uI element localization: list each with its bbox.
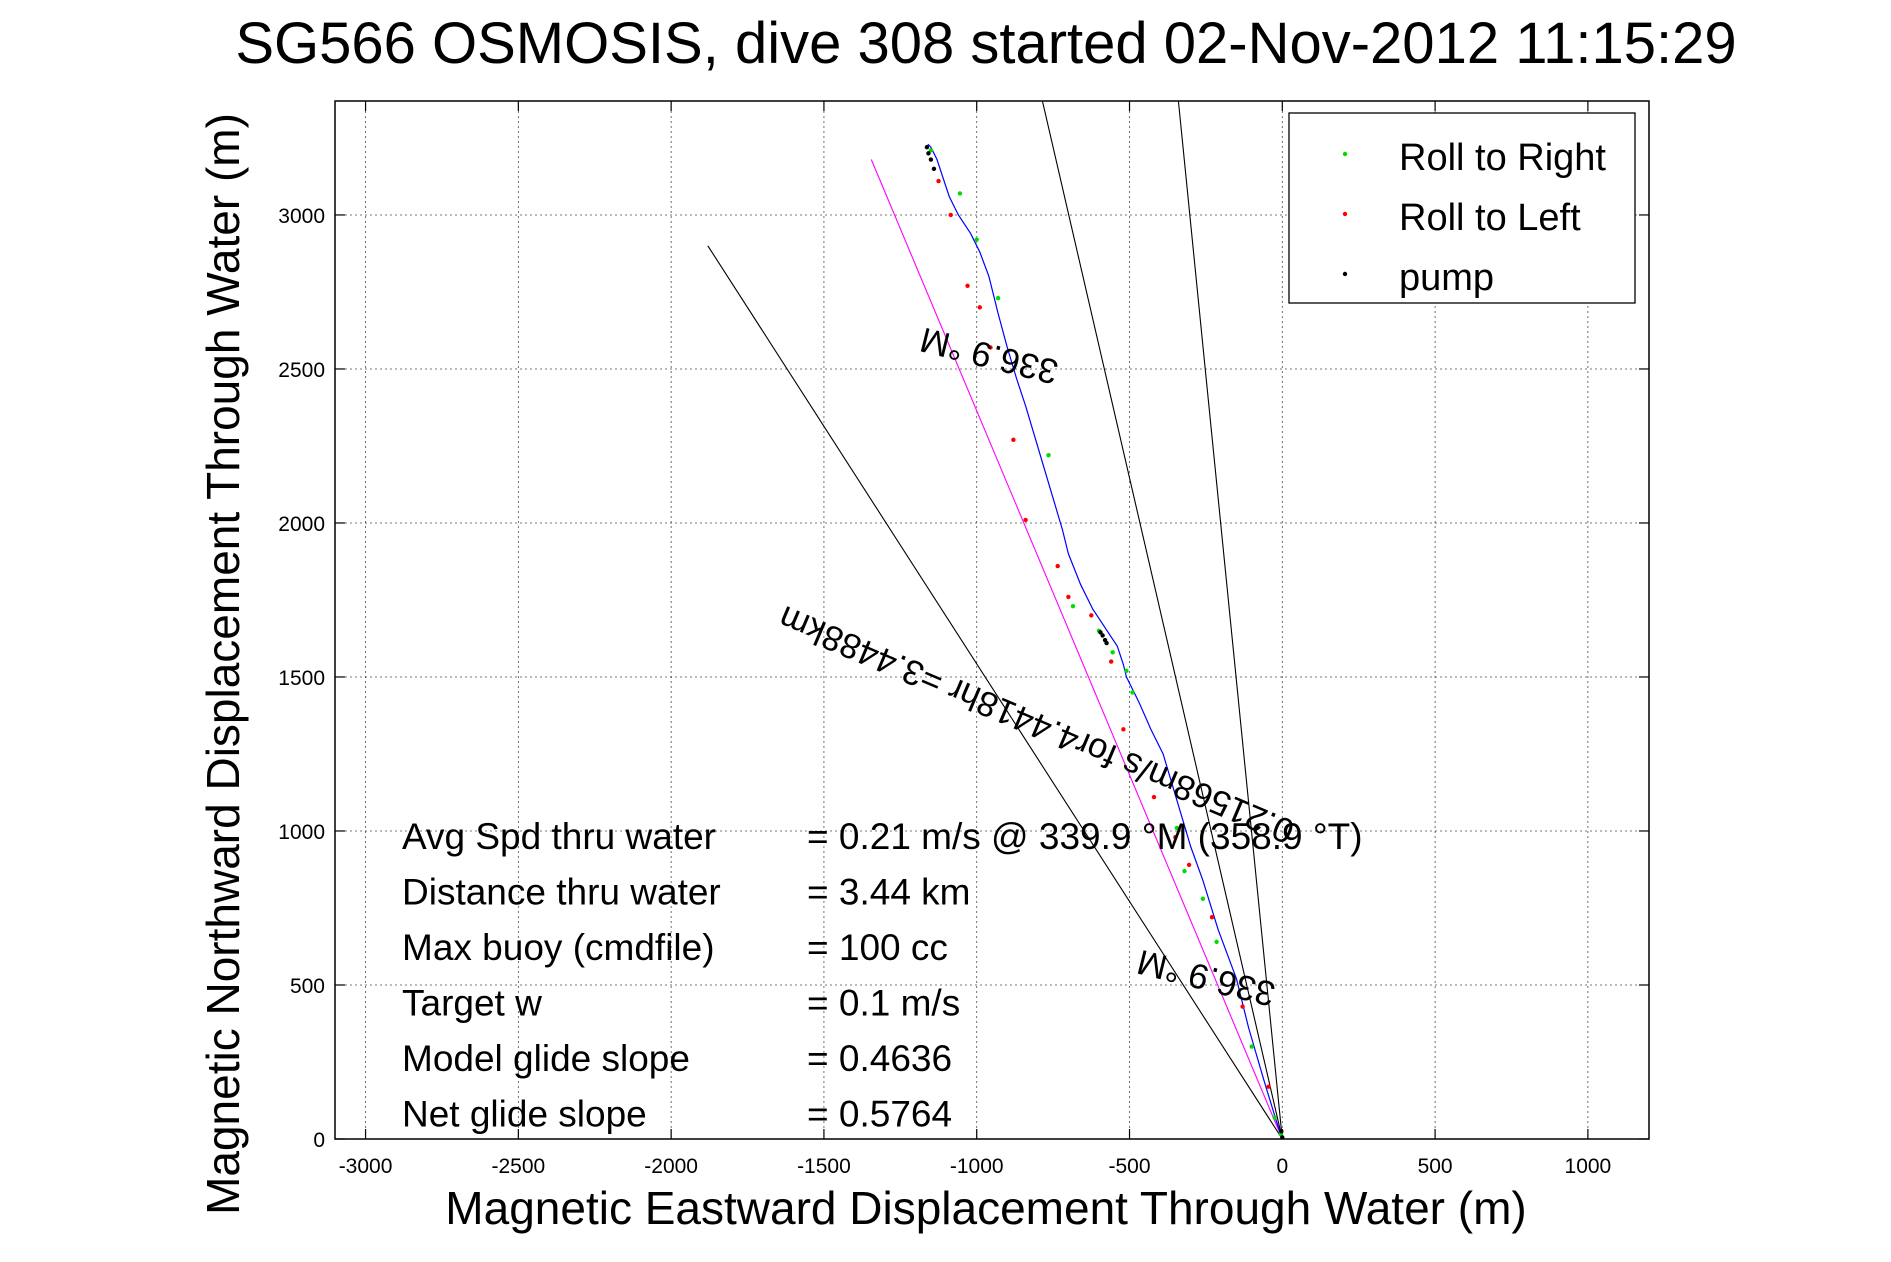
x-tick-label: -1500 — [797, 1155, 851, 1178]
glider-track-line — [927, 143, 1283, 1140]
annotation-value: = 0.21 m/s @ 339.9 °M (358.9 °T) — [807, 816, 1363, 857]
point-roll-to-left — [1151, 794, 1157, 800]
legend-label-roll-to-left: Roll to Left — [1399, 197, 1581, 239]
point-pump — [928, 157, 934, 162]
chart-title: SG566 OSMOSIS, dive 308 started 02-Nov-2… — [235, 11, 1736, 76]
track-layer — [927, 143, 1283, 1140]
point-roll-to-right — [1174, 825, 1180, 831]
point-pump — [924, 145, 930, 150]
axis-ticks: -3000 -2500 -2000 -1500 -1000 -500 0 500 1000 0 50… — [278, 101, 1649, 1178]
point-roll-to-left — [1066, 594, 1071, 600]
x-tick-label: 0 — [1276, 1155, 1288, 1178]
point-roll-to-right — [1070, 603, 1076, 609]
point-roll-to-right — [1124, 668, 1129, 674]
point-roll-to-left — [1121, 727, 1126, 732]
point-roll-to-right — [1110, 650, 1115, 655]
point-roll-to-left — [1240, 1004, 1245, 1009]
point-roll-to-right — [1249, 1044, 1254, 1049]
annotation-value: = 100 cc — [807, 927, 948, 968]
point-roll-to-left — [1011, 437, 1016, 443]
point-roll-to-right — [1214, 939, 1219, 945]
annotation-label: Distance thru water — [402, 872, 721, 913]
annotation-value: = 0.5764 — [807, 1094, 952, 1135]
point-roll-to-right — [957, 191, 963, 196]
point-roll-to-right — [1130, 690, 1135, 695]
legend-box — [1288, 112, 1636, 304]
x-tick-label: 500 — [1418, 1155, 1453, 1178]
point-roll-to-left — [1209, 915, 1215, 920]
legend-marker-pump — [1342, 271, 1348, 277]
annotation-label: Net glide slope — [402, 1094, 647, 1135]
point-roll-to-left — [965, 283, 970, 289]
y-tick-label: 2000 — [278, 513, 325, 536]
y-axis-label: Magnetic Northward Displacement Through … — [197, 113, 249, 1215]
x-tick-label: -2000 — [644, 1155, 698, 1178]
annotation-label: Model glide slope — [402, 1038, 690, 1079]
grid — [335, 101, 1649, 1140]
point-roll-to-right — [1046, 453, 1051, 458]
y-tick-label: 500 — [290, 975, 325, 998]
x-tick-label: -2500 — [491, 1155, 545, 1178]
x-tick-label: 1000 — [1565, 1155, 1612, 1178]
point-roll-to-left — [936, 178, 941, 184]
reference-lines — [707, 100, 1283, 1140]
point-pump — [1280, 1135, 1285, 1140]
reference-line-cone-left — [707, 245, 1283, 1140]
reference-line-average — [870, 159, 1283, 1140]
point-roll-to-left — [1173, 834, 1178, 840]
reference-line-heading — [1041, 100, 1283, 1140]
point-roll-to-right — [928, 148, 934, 153]
x-tick-label: -500 — [1108, 1155, 1150, 1178]
point-roll-to-left — [1055, 563, 1060, 569]
point-pump — [1100, 633, 1105, 638]
point-pump — [1279, 1129, 1284, 1134]
legend-marker-roll-to-right — [1342, 151, 1348, 157]
annotation-value: = 3.44 km — [807, 872, 971, 913]
y-tick-label: 1000 — [278, 821, 325, 844]
annotation-value: = 0.4636 — [807, 1038, 952, 1079]
point-roll-to-right — [1200, 896, 1206, 901]
y-tick-label: 0 — [313, 1129, 325, 1152]
point-pump — [1102, 637, 1108, 643]
point-roll-to-left — [977, 305, 982, 310]
reference-line-cone-right — [1177, 100, 1283, 1140]
annotation-label: Target w — [402, 983, 542, 1024]
legend-label-roll-to-right: Roll to Right — [1399, 137, 1606, 179]
annotation-label: Max buoy (cmdfile) — [402, 927, 715, 968]
point-roll-to-right — [995, 295, 1001, 301]
legend: Roll to Right Roll to Left pump — [1288, 112, 1636, 304]
legend-marker-roll-to-left — [1342, 211, 1348, 217]
point-pump — [931, 166, 937, 171]
x-tick-label: -1000 — [950, 1155, 1004, 1178]
point-roll-to-right — [1182, 868, 1187, 874]
point-pump — [926, 151, 931, 156]
data-points — [924, 145, 1285, 1140]
y-tick-label: 1500 — [278, 667, 325, 690]
point-roll-to-left — [1186, 862, 1192, 868]
y-tick-label: 2500 — [278, 359, 325, 382]
point-roll-to-left — [1023, 517, 1028, 523]
annotation-value: = 0.1 m/s — [807, 983, 960, 1024]
point-pump — [1098, 630, 1103, 635]
point-roll-to-left — [988, 345, 993, 350]
point-roll-to-left — [1108, 659, 1114, 664]
x-axis-label: Magnetic Eastward Displacement Through W… — [445, 1182, 1526, 1234]
point-roll-to-left — [1089, 613, 1094, 618]
point-roll-to-left — [1266, 1084, 1271, 1089]
annotation-label: Avg Spd thru water — [402, 816, 716, 857]
x-tick-label: -3000 — [339, 1155, 393, 1178]
point-roll-to-right — [1272, 1115, 1277, 1120]
legend-label-pump: pump — [1399, 257, 1494, 299]
annotation-block: Avg Spd thru water = 0.21 m/s @ 339.9 °M … — [402, 816, 1363, 1135]
point-roll-to-left — [948, 212, 953, 218]
y-tick-label: 3000 — [278, 205, 325, 228]
point-roll-to-right — [974, 237, 979, 242]
